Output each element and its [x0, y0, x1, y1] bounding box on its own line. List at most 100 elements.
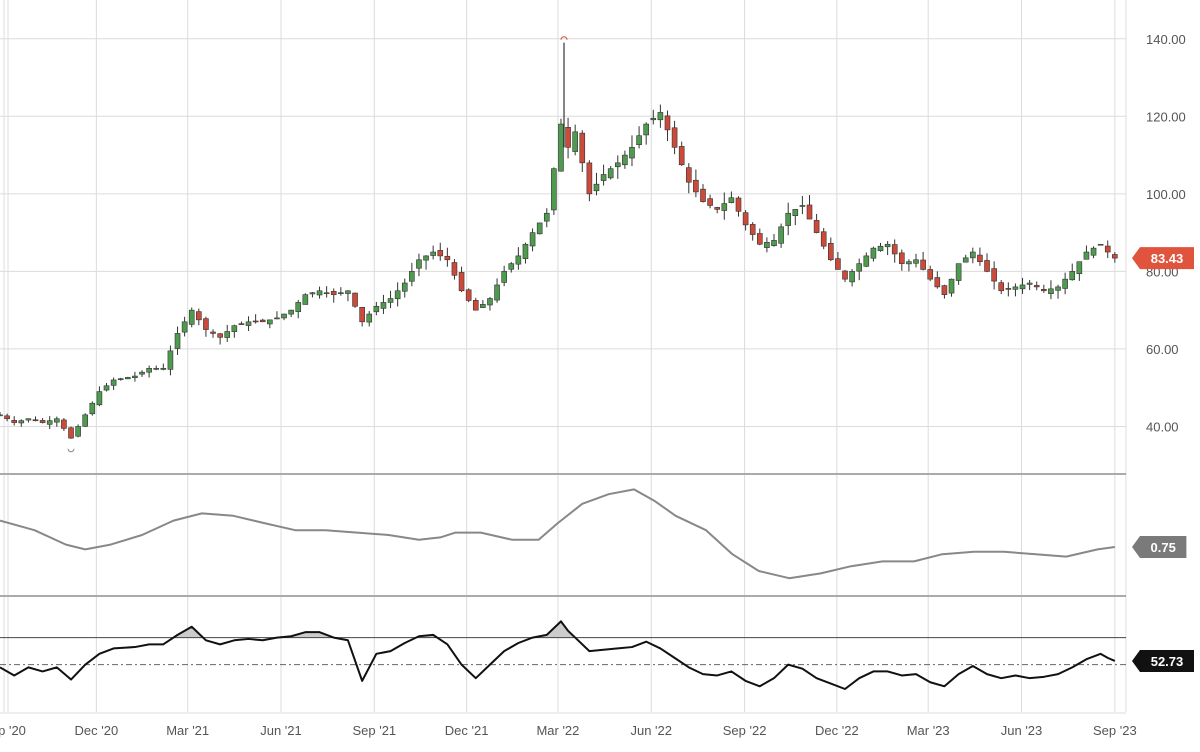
- x-tick-label: Mar '21: [166, 723, 209, 738]
- candle-down: [203, 318, 209, 330]
- candle-up: [877, 245, 884, 252]
- last-price-badge-shape: [1132, 247, 1194, 270]
- candle-down: [664, 115, 671, 131]
- candle-up: [132, 375, 138, 379]
- candle-down: [891, 244, 898, 255]
- candle-up: [856, 263, 863, 272]
- candle-down: [671, 127, 678, 148]
- candle-up: [636, 135, 642, 146]
- candle-down: [920, 259, 926, 270]
- candle-down: [749, 224, 756, 235]
- indicator1-series: [0, 488, 1115, 580]
- candle-down: [835, 258, 841, 270]
- candle-up: [103, 385, 110, 391]
- candle-up: [1083, 251, 1090, 260]
- candle-down: [352, 292, 358, 307]
- candle-down: [437, 250, 444, 257]
- candle-down: [210, 331, 216, 334]
- candle-up: [146, 368, 152, 373]
- candle-down: [984, 260, 990, 272]
- candle-down: [359, 307, 365, 323]
- candle-up: [792, 209, 799, 217]
- indicator1-line: [0, 488, 1115, 580]
- candle-up: [1019, 284, 1026, 290]
- candle-up: [508, 263, 515, 270]
- y-tick-label: 60.00: [1146, 342, 1179, 357]
- x-tick-label: Jun '23: [1001, 723, 1043, 738]
- overbought-area: [173, 626, 204, 638]
- candle-down: [685, 167, 692, 183]
- candle-down: [565, 127, 571, 148]
- candle-up: [643, 123, 649, 136]
- candle-up: [480, 304, 486, 308]
- candle-up: [153, 368, 160, 370]
- candle-down: [693, 179, 699, 193]
- candle-up: [174, 333, 181, 349]
- candle-up: [409, 271, 415, 282]
- candle-down: [330, 291, 337, 295]
- candle-up: [629, 147, 635, 159]
- candle-up: [231, 325, 238, 332]
- candle-down: [934, 277, 941, 288]
- last-price-badge-text: 83.43: [1151, 251, 1184, 266]
- candle-up: [373, 305, 380, 313]
- candle-up: [274, 317, 280, 320]
- candle-up: [338, 292, 344, 295]
- candle-up: [380, 302, 387, 309]
- candle-down: [700, 188, 706, 202]
- candle-up: [515, 255, 522, 265]
- candle-up: [494, 284, 500, 301]
- x-tick-label: Mar '23: [907, 723, 950, 738]
- candle-up: [167, 350, 174, 370]
- candle-up: [25, 418, 32, 421]
- candle-up: [572, 131, 578, 152]
- candle-down: [828, 243, 834, 261]
- candle-up: [345, 290, 351, 294]
- candle-down: [451, 262, 458, 276]
- candle-up: [267, 319, 273, 325]
- candle-down: [252, 320, 259, 323]
- candle-up: [366, 313, 373, 323]
- candle-down: [842, 270, 848, 280]
- candle-down: [579, 132, 586, 164]
- candle-down: [1033, 285, 1040, 288]
- candle-down: [217, 333, 223, 338]
- candle-down: [1041, 288, 1047, 292]
- candle-up: [543, 212, 550, 222]
- indicator2-series: [0, 620, 1126, 690]
- candle-down: [465, 289, 472, 301]
- candle-up: [54, 418, 60, 423]
- candle-up: [1076, 261, 1083, 275]
- indicator2-badge-shape: [1132, 649, 1194, 672]
- candle-down: [998, 282, 1005, 292]
- candle-up: [962, 257, 969, 263]
- candle-up: [1012, 286, 1019, 290]
- x-tick-label: Jun '22: [630, 723, 672, 738]
- candle-up: [622, 154, 628, 166]
- high-marker: [560, 36, 568, 40]
- candle-down: [742, 212, 749, 226]
- x-tick-label: Sep '20: [0, 723, 26, 738]
- candle-up: [188, 309, 195, 325]
- candle-up: [657, 112, 664, 121]
- candle-up: [1097, 243, 1104, 246]
- candle-up: [650, 117, 657, 121]
- candle-down: [68, 427, 74, 439]
- candle-up: [614, 162, 621, 168]
- x-tick-label: Dec '20: [75, 723, 119, 738]
- candle-up: [110, 379, 117, 386]
- candle-down: [39, 420, 46, 423]
- candle-up: [46, 420, 53, 425]
- grid-lines: [0, 0, 1127, 712]
- candle-down: [735, 197, 742, 212]
- value-badges: 83.43 0.75 52.73: [1132, 247, 1194, 672]
- candle-up: [600, 174, 607, 181]
- indicator2-badge-text: 52.73: [1151, 654, 1184, 669]
- candle-up: [870, 247, 877, 259]
- candle-up: [309, 292, 316, 295]
- candle-up: [245, 321, 252, 326]
- candle-up: [295, 302, 302, 312]
- candle-down: [991, 268, 997, 282]
- candle-up: [863, 255, 870, 267]
